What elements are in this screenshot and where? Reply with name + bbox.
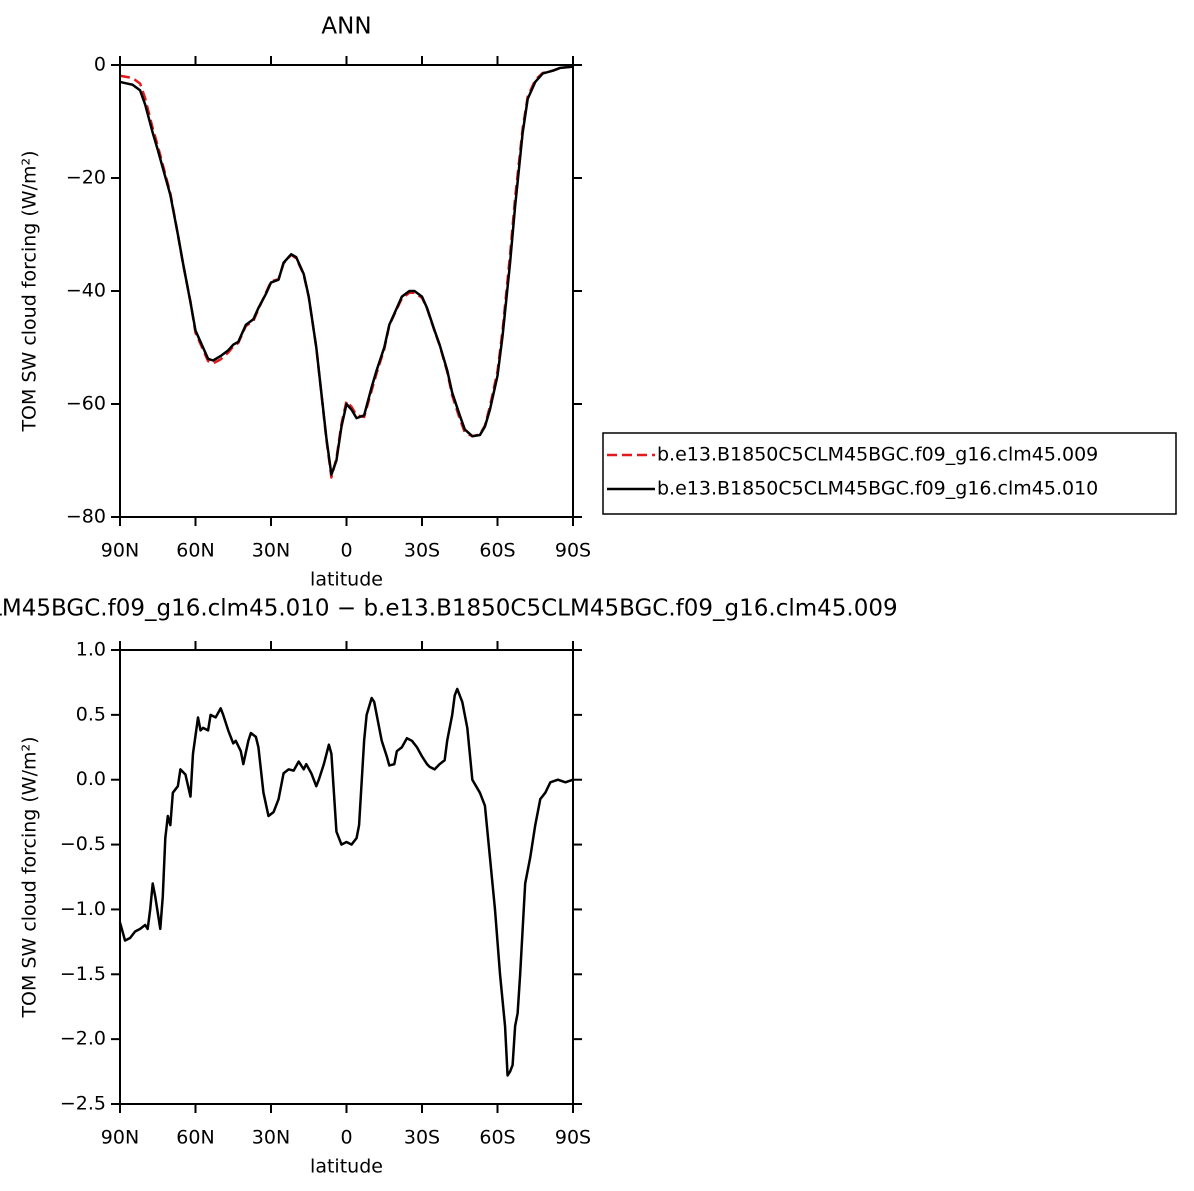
y-tick-label: −60 <box>66 393 106 415</box>
x-tick-label: 30N <box>252 540 290 562</box>
y-tick-label: 1.0 <box>76 639 106 661</box>
x-axis-label: latitude <box>310 1156 383 1178</box>
y-tick-label: −2.0 <box>60 1028 106 1050</box>
y-tick-label: 0.5 <box>76 703 106 725</box>
chart-title: ANN <box>321 14 371 40</box>
x-tick-label: 60N <box>176 1127 214 1149</box>
x-tick-label: 90N <box>101 540 139 562</box>
plot-frame <box>119 649 574 1105</box>
y-tick-label: −80 <box>66 506 106 528</box>
chart-title: b.e13.B1850C5CLM45BGC.f09_g16.clm45.010 … <box>0 596 898 622</box>
x-tick-label: 0 <box>340 1127 352 1149</box>
x-tick-label: 90S <box>555 1127 591 1149</box>
y-tick-label: −1.5 <box>60 963 106 985</box>
x-axis-label: latitude <box>310 569 383 591</box>
y-tick-label: −1.0 <box>60 898 106 920</box>
data-line <box>118 687 574 1077</box>
x-tick-label: 90N <box>101 1127 139 1149</box>
legend-label: b.e13.B1850C5CLM45BGC.f09_g16.clm45.010 <box>657 478 1098 500</box>
plot-frame <box>119 64 574 518</box>
y-tick-label: 0.0 <box>76 768 106 790</box>
y-tick-label: −40 <box>66 280 106 302</box>
y-axis-label: TOM SW cloud forcing (W/m²) <box>19 736 41 1018</box>
x-tick-label: 60N <box>176 540 214 562</box>
x-tick-label: 30S <box>404 1127 440 1149</box>
legend-label: b.e13.B1850C5CLM45BGC.f09_g16.clm45.009 <box>657 444 1098 466</box>
x-tick-label: 90S <box>555 540 591 562</box>
x-tick-label: 60S <box>479 540 515 562</box>
y-tick-label: −0.5 <box>60 833 106 855</box>
data-line <box>119 65 574 476</box>
x-tick-label: 60S <box>479 1127 515 1149</box>
y-tick-label: −2.5 <box>60 1093 106 1115</box>
x-tick-label: 30S <box>404 540 440 562</box>
y-axis-label: TOM SW cloud forcing (W/m²) <box>19 150 41 432</box>
y-tick-label: −20 <box>66 167 106 189</box>
data-line <box>119 65 574 479</box>
legend-box <box>602 432 1177 515</box>
x-tick-label: 0 <box>340 540 352 562</box>
x-tick-label: 30N <box>252 1127 290 1149</box>
y-tick-label: 0 <box>94 54 106 76</box>
